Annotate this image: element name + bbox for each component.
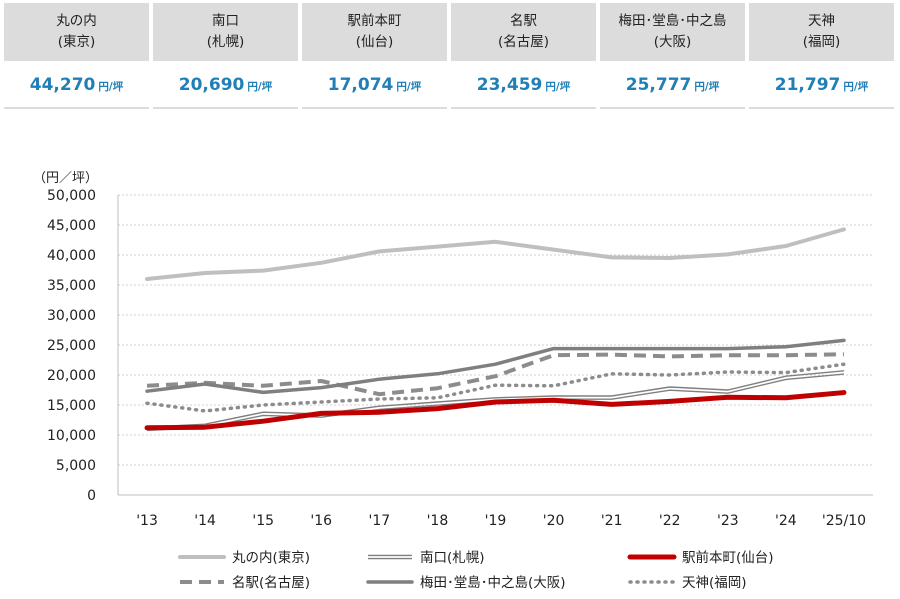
summary-cell: 梅田･堂島･中之島 (大阪) 25,777 円/坪	[600, 3, 745, 109]
rent-value: 21,797	[774, 75, 841, 95]
city-name: (大阪)	[653, 34, 692, 50]
rent-value: 17,074	[327, 75, 394, 95]
city-name: (札幌)	[206, 34, 245, 50]
area-name: 名駅	[510, 13, 537, 29]
y-tick-label: 45,000	[47, 218, 96, 234]
series-line	[145, 362, 846, 413]
legend-label: 駅前本町(仙台)	[682, 549, 774, 566]
area-name: 天神	[808, 13, 835, 29]
summary-cell-header: 名駅 (名古屋)	[451, 3, 596, 61]
rent-value: 25,777	[625, 75, 692, 95]
summary-cell-header: 南口 (札幌)	[153, 3, 298, 61]
city-name: (名古屋)	[497, 34, 550, 50]
rent-unit: 円/坪	[247, 81, 273, 93]
chart-svg: 0 5,000 10,000 15,000 20,000 25,000 30,000 35,0…	[33, 171, 873, 591]
rent-value: 20,690	[178, 75, 245, 95]
legend-label: 名駅(名古屋)	[232, 575, 310, 591]
x-tick-label: '23	[717, 513, 739, 529]
x-tick-label: '21	[601, 513, 623, 529]
rent-unit: 円/坪	[98, 81, 124, 93]
y-tick-label: 35,000	[47, 278, 96, 294]
x-tick-label: '25/10	[822, 513, 866, 529]
y-tick-label: 30,000	[47, 308, 96, 324]
summary-cell-header: 天神 (福岡)	[749, 3, 894, 61]
city-name: (福岡)	[802, 34, 841, 50]
y-tick-label: 20,000	[47, 368, 96, 384]
area-name: 丸の内	[56, 13, 97, 29]
series-line	[145, 227, 846, 281]
x-tick-label: '15	[252, 513, 274, 529]
summary-value: 44,270 円/坪	[4, 61, 149, 109]
legend-label: 天神(福岡)	[682, 575, 747, 591]
city-name: (東京)	[57, 34, 96, 50]
x-tick-label: '18	[427, 513, 449, 529]
summary-cell: 天神 (福岡) 21,797 円/坪	[749, 3, 894, 109]
summary-table: 丸の内 (東京) 44,270 円/坪 南口 (札幌) 20,690 円/坪 駅前本町 (仙台) 1…	[4, 3, 895, 109]
x-tick-label: '14	[194, 513, 216, 529]
summary-value: 17,074 円/坪	[302, 61, 447, 109]
summary-cell: 駅前本町 (仙台) 17,074 円/坪	[302, 3, 447, 109]
series-line	[146, 352, 844, 397]
y-tick-label: 10,000	[47, 428, 96, 444]
legend-label: 梅田･堂島･中之島(大阪)	[420, 575, 566, 591]
y-tick-label: 15,000	[47, 398, 96, 414]
city-name: (仙台)	[355, 34, 394, 50]
rent-value: 23,459	[476, 75, 543, 95]
x-tick-label: '16	[310, 513, 332, 529]
area-name: 南口	[212, 13, 239, 29]
x-tick-label: '17	[369, 513, 391, 529]
summary-cell: 名駅 (名古屋) 23,459 円/坪	[451, 3, 596, 109]
y-tick-label: 5,000	[56, 458, 96, 474]
summary-cell-header: 梅田･堂島･中之島 (大阪)	[600, 3, 745, 61]
area-name: 駅前本町	[347, 13, 402, 29]
y-tick-label: 40,000	[47, 248, 96, 264]
legend-label: 丸の内(東京)	[232, 550, 310, 566]
rent-line-chart: 0 5,000 10,000 15,000 20,000 25,000 30,000 35,0…	[0, 150, 900, 595]
summary-cell: 南口 (札幌) 20,690 円/坪	[153, 3, 298, 109]
x-tick-label: '22	[659, 513, 681, 529]
rent-unit: 円/坪	[694, 81, 720, 93]
y-axis-label: （円／坪）	[33, 171, 98, 186]
x-tick-label: '13	[136, 513, 158, 529]
rent-unit: 円/坪	[396, 81, 422, 93]
rent-unit: 円/坪	[545, 81, 571, 93]
series-line	[147, 370, 845, 428]
series-line	[145, 338, 846, 395]
x-tick-label: '20	[543, 513, 565, 529]
y-tick-label: 25,000	[47, 338, 96, 354]
x-tick-label: '24	[775, 513, 797, 529]
rent-unit: 円/坪	[843, 81, 869, 93]
summary-value: 21,797 円/坪	[749, 61, 894, 109]
summary-cell-header: 丸の内 (東京)	[4, 3, 149, 61]
series-line	[144, 390, 847, 431]
summary-value: 20,690 円/坪	[153, 61, 298, 109]
summary-cell-header: 駅前本町 (仙台)	[302, 3, 447, 61]
summary-value: 23,459 円/坪	[451, 61, 596, 109]
y-tick-label: 0	[87, 488, 96, 504]
y-tick-label: 50,000	[47, 188, 96, 204]
x-tick-label: '19	[485, 513, 507, 529]
summary-value: 25,777 円/坪	[600, 61, 745, 109]
legend-label: 南口(札幌)	[420, 550, 485, 566]
rent-value: 44,270	[29, 75, 96, 95]
summary-cell: 丸の内 (東京) 44,270 円/坪	[4, 3, 149, 109]
area-name: 梅田･堂島･中之島	[618, 13, 727, 29]
